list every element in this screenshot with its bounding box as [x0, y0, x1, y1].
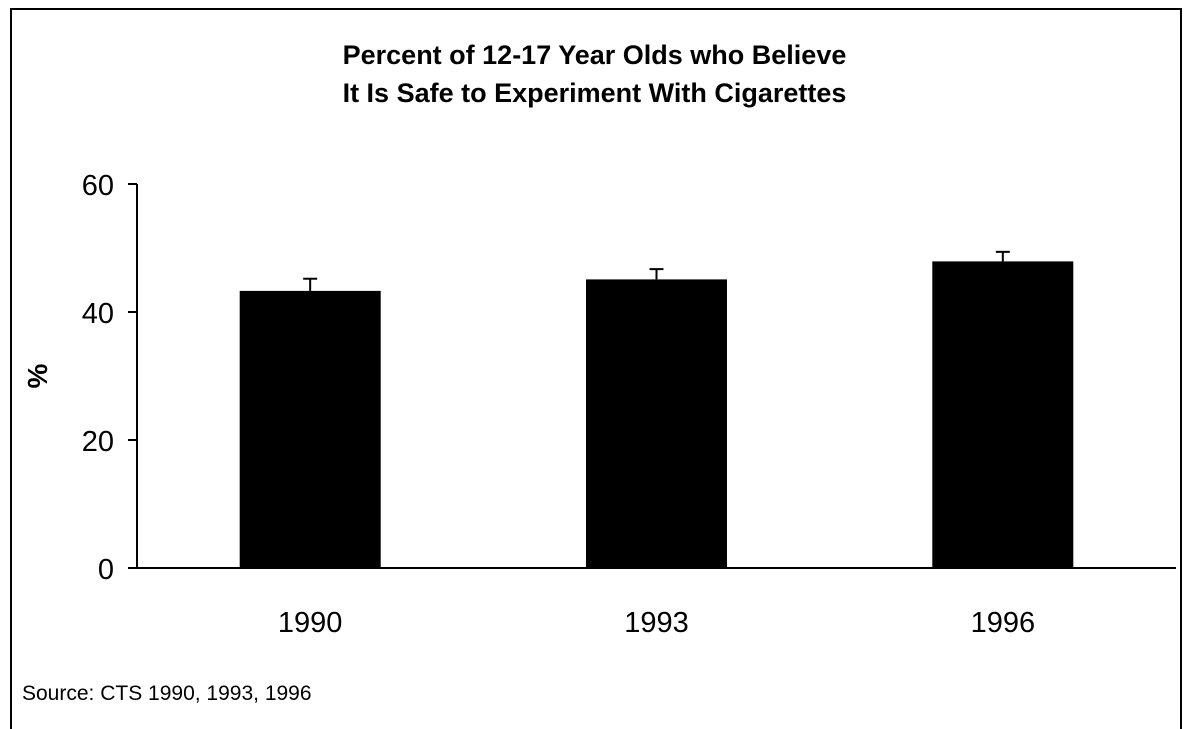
- y-tick-label-0: 0: [98, 554, 114, 586]
- chart-title-line-1: Percent of 12-17 Year Olds who Believe: [342, 40, 847, 70]
- bar-1996: [932, 261, 1074, 568]
- chart-border: [10, 8, 1182, 729]
- x-tick-label-1996: 1996: [971, 607, 1036, 639]
- chart-title-line-2: It Is Safe to Experiment With Cigarettes: [342, 78, 847, 108]
- source-note: Source: CTS 1990, 1993, 1996: [22, 682, 312, 705]
- x-tick-label-1993: 1993: [624, 607, 689, 639]
- y-tick-label-20: 20: [82, 426, 114, 458]
- bar-1993: [586, 279, 727, 568]
- y-tick-label-60: 60: [82, 170, 114, 202]
- y-tick-label-40: 40: [82, 298, 114, 330]
- x-tick-label-1990: 1990: [278, 607, 343, 639]
- y-axis-label: %: [22, 363, 53, 389]
- bar-1990: [239, 290, 381, 568]
- chart-title: Percent of 12-17 Year Olds who Believe I…: [0, 36, 1189, 112]
